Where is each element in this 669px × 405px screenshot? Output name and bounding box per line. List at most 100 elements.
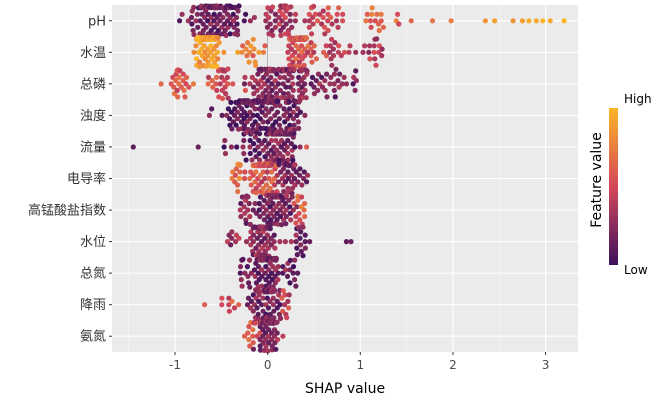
shap-point bbox=[289, 190, 295, 196]
shap-point bbox=[241, 204, 247, 210]
shap-point bbox=[322, 87, 328, 93]
shap-point bbox=[250, 346, 257, 352]
shap-point bbox=[374, 11, 380, 17]
shap-point bbox=[266, 280, 272, 286]
shap-point bbox=[263, 71, 269, 77]
shap-point bbox=[348, 239, 354, 245]
shap-point bbox=[296, 125, 302, 131]
shap-point bbox=[229, 126, 235, 132]
shap-point bbox=[311, 84, 317, 90]
shap-point bbox=[259, 283, 265, 289]
shap-point bbox=[259, 179, 265, 185]
shap-point bbox=[182, 94, 188, 100]
shap-point bbox=[307, 239, 313, 245]
shap-point bbox=[190, 27, 196, 34]
shap-point bbox=[367, 18, 373, 24]
shap-point bbox=[343, 81, 350, 87]
shap-point bbox=[269, 27, 275, 34]
shap-point bbox=[236, 3, 242, 9]
shap-point bbox=[284, 315, 290, 321]
shap-point bbox=[252, 106, 258, 112]
shap-point bbox=[228, 242, 234, 248]
shap-point bbox=[380, 24, 386, 30]
shap-point bbox=[268, 235, 274, 241]
shap-point bbox=[253, 62, 259, 68]
shap-point bbox=[371, 43, 377, 49]
shap-point bbox=[238, 213, 244, 220]
shap-point bbox=[289, 194, 295, 200]
shap-point bbox=[285, 91, 291, 97]
shap-point bbox=[339, 81, 345, 87]
shap-point bbox=[281, 95, 287, 101]
shap-point bbox=[320, 14, 326, 21]
shap-point bbox=[242, 74, 248, 80]
shap-point bbox=[235, 31, 241, 38]
shap-point bbox=[302, 200, 308, 207]
shap-point bbox=[250, 53, 256, 59]
shap-point bbox=[211, 53, 217, 59]
shap-point bbox=[327, 49, 333, 55]
shap-point bbox=[273, 346, 279, 352]
shap-point bbox=[229, 235, 235, 241]
shap-point bbox=[372, 56, 378, 62]
shap-point bbox=[369, 11, 375, 17]
shap-point bbox=[288, 46, 294, 52]
y-tick-label: 高锰酸盐指数 bbox=[28, 203, 106, 219]
shap-point bbox=[255, 144, 261, 150]
shap-point bbox=[297, 166, 303, 172]
shap-point bbox=[246, 336, 252, 343]
shap-point bbox=[236, 235, 242, 241]
shap-point bbox=[233, 166, 239, 172]
shap-point bbox=[278, 32, 284, 39]
shap-point bbox=[245, 194, 251, 200]
shap-point bbox=[225, 95, 231, 101]
shap-point bbox=[290, 264, 297, 270]
shap-point bbox=[259, 302, 265, 308]
y-tick-label: 降雨 bbox=[80, 298, 106, 313]
shap-point bbox=[301, 62, 307, 68]
shap-point bbox=[252, 147, 258, 153]
shap-point bbox=[372, 18, 378, 24]
shap-point bbox=[360, 49, 366, 55]
shap-point bbox=[262, 270, 268, 276]
shap-point bbox=[277, 302, 283, 308]
shap-point bbox=[285, 298, 291, 304]
shap-point bbox=[302, 232, 308, 238]
shap-point bbox=[257, 157, 263, 163]
shap-point bbox=[209, 78, 215, 84]
shap-point bbox=[287, 18, 293, 24]
shap-point bbox=[241, 81, 248, 87]
shap-point bbox=[260, 185, 266, 191]
shap-point bbox=[190, 81, 196, 87]
shap-point bbox=[277, 150, 283, 157]
shap-point bbox=[224, 74, 230, 80]
shap-point bbox=[294, 112, 300, 118]
shap-point bbox=[290, 270, 296, 276]
shap-point bbox=[232, 172, 238, 178]
color-legend: High Low Feature value bbox=[589, 92, 652, 277]
shap-point bbox=[175, 94, 181, 100]
shap-point bbox=[222, 137, 228, 144]
shap-point bbox=[313, 56, 319, 62]
shap-point bbox=[158, 81, 164, 87]
shap-point bbox=[243, 129, 249, 135]
shap-point bbox=[289, 94, 295, 100]
shap-point bbox=[257, 131, 263, 137]
shap-point bbox=[334, 11, 340, 17]
shap-point bbox=[288, 217, 294, 223]
shap-point bbox=[236, 175, 242, 182]
shap-point bbox=[303, 95, 309, 101]
shap-point bbox=[323, 43, 329, 49]
shap-point bbox=[309, 74, 316, 80]
shap-point bbox=[247, 49, 253, 55]
shap-point bbox=[272, 245, 278, 251]
shap-point bbox=[269, 106, 275, 112]
shap-point bbox=[246, 59, 252, 65]
shap-point bbox=[293, 220, 299, 226]
shap-point bbox=[280, 288, 286, 294]
shap-point bbox=[277, 74, 283, 80]
shap-point bbox=[242, 210, 248, 216]
shap-point bbox=[367, 56, 373, 62]
shap-point bbox=[510, 18, 516, 24]
